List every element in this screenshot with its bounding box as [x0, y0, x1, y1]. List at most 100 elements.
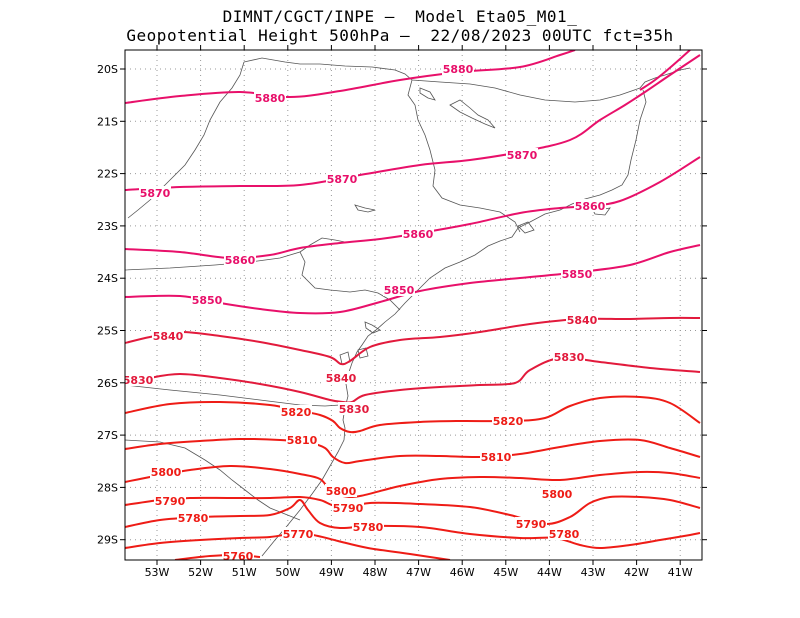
contour-label-bg [325, 484, 357, 497]
contour-label-bg [152, 329, 184, 342]
lat-tick-label: 28S [97, 481, 118, 494]
contour-5880 [639, 50, 691, 91]
state-border-1 [243, 57, 413, 81]
lat-tick-label: 27S [97, 429, 118, 442]
contour-label-bg [352, 520, 384, 533]
contour-5870 [125, 54, 701, 191]
bay-santos [517, 221, 535, 234]
contour-5860 [125, 156, 701, 260]
lake-1 [449, 99, 496, 129]
contour-label: 5880 [443, 63, 474, 76]
contour-label: 5820 [493, 415, 524, 428]
lon-tick-label: 41W [668, 566, 693, 579]
contour-5790 [125, 495, 701, 526]
contour-label-bg [326, 172, 358, 185]
contour-label-bg [280, 405, 312, 418]
map-frame [124, 49, 703, 561]
contour-label: 5830 [554, 351, 585, 364]
contour-label-bg [154, 494, 186, 507]
contour-label: 5840 [326, 372, 357, 385]
lat-tick-label: 22S [97, 168, 118, 181]
contour-label-bg [177, 511, 209, 524]
contour-label-bg [402, 227, 434, 240]
state-border-7 [125, 439, 301, 521]
contour-5780 [125, 499, 701, 550]
lon-tick-label: 50W [275, 566, 300, 579]
title-line-1: DIMNT/CGCT/INPE – Model Eta05_M01_ [222, 7, 578, 26]
contour-labels: 5880 5880 5870 5870 5870 5860 5860 5860 5850 5850… [123, 62, 606, 563]
contour-label-bg [139, 186, 171, 199]
contour-label-bg [254, 91, 286, 104]
contour-5880 [125, 50, 576, 104]
contour-label-bg [338, 402, 370, 415]
contour-label-bg [492, 414, 524, 427]
contour-label-bg [566, 313, 598, 326]
lon-tick-label: 45W [493, 566, 518, 579]
political-borders [125, 57, 691, 557]
contour-label: 5870 [327, 173, 358, 186]
contour-label-bg [541, 487, 573, 500]
contour-label: 5800 [151, 466, 182, 479]
contour-label-bg [383, 283, 415, 296]
contour-5840 [125, 316, 701, 366]
lon-tick-label: 52W [188, 566, 213, 579]
contour-label-bg [325, 371, 357, 384]
lon-tick-label: 43W [581, 566, 606, 579]
contour-label: 5780 [178, 512, 209, 525]
contour-label: 5830 [123, 374, 154, 387]
contour-label: 5870 [140, 187, 171, 200]
contour-label-bg [515, 517, 547, 530]
longitude-labels: 53W 52W 51W 50W 49W 48W 47W 46W 45W 44W 43W 42W 41W [145, 566, 693, 579]
lon-tick-label: 49W [319, 566, 344, 579]
contour-label-bg [286, 433, 318, 446]
contour-label: 5770 [283, 528, 314, 541]
lat-tick-label: 21S [97, 115, 118, 128]
contour-label-bg [282, 527, 314, 540]
contour-label: 5870 [507, 149, 538, 162]
state-border-2 [127, 61, 245, 219]
contour-5850 [125, 244, 701, 315]
island-1 [357, 347, 369, 359]
contour-5820 [125, 395, 701, 434]
contour-label: 5860 [225, 254, 256, 267]
contour-label: 5850 [192, 294, 223, 307]
contour-label: 5830 [339, 403, 370, 416]
contour-label: 5840 [153, 330, 184, 343]
contour-label-bg [574, 199, 606, 212]
lon-tick-label: 42W [624, 566, 649, 579]
lon-tick-label: 53W [145, 566, 170, 579]
contour-label: 5820 [281, 406, 312, 419]
contour-5800 [125, 464, 701, 499]
contour-label-bg [480, 450, 512, 463]
lat-tick-label: 25S [97, 325, 118, 338]
contour-label: 5860 [575, 200, 606, 213]
contour-label: 5840 [567, 314, 598, 327]
contour-label-bg [548, 527, 580, 540]
contour-label: 5850 [384, 284, 415, 297]
contour-label-bg [442, 62, 474, 75]
contour-label: 5780 [549, 528, 580, 541]
contour-label-bg [222, 549, 254, 560]
contour-5810 [125, 437, 701, 465]
lon-tick-label: 48W [363, 566, 388, 579]
lon-tick-label: 47W [406, 566, 431, 579]
lon-tick-label: 44W [537, 566, 562, 579]
lat-tick-label: 24S [97, 272, 118, 285]
contour-label-bg [150, 465, 182, 478]
lon-tick-label: 51W [232, 566, 257, 579]
contour-label-bg [191, 293, 223, 306]
lon-tick-label: 46W [450, 566, 475, 579]
contour-label: 5760 [223, 550, 254, 563]
lat-tick-label: 20S [97, 63, 118, 76]
state-border-6 [125, 384, 351, 409]
state-border-3 [407, 79, 521, 233]
axis-ticks [120, 45, 707, 565]
contour-label: 5810 [287, 434, 318, 447]
contour-label: 5850 [562, 268, 593, 281]
contour-label: 5860 [403, 228, 434, 241]
contour-label: 5790 [155, 495, 186, 508]
contour-label-bg [332, 501, 364, 514]
contour-label: 5810 [481, 451, 512, 464]
contour-label: 5790 [516, 518, 547, 531]
